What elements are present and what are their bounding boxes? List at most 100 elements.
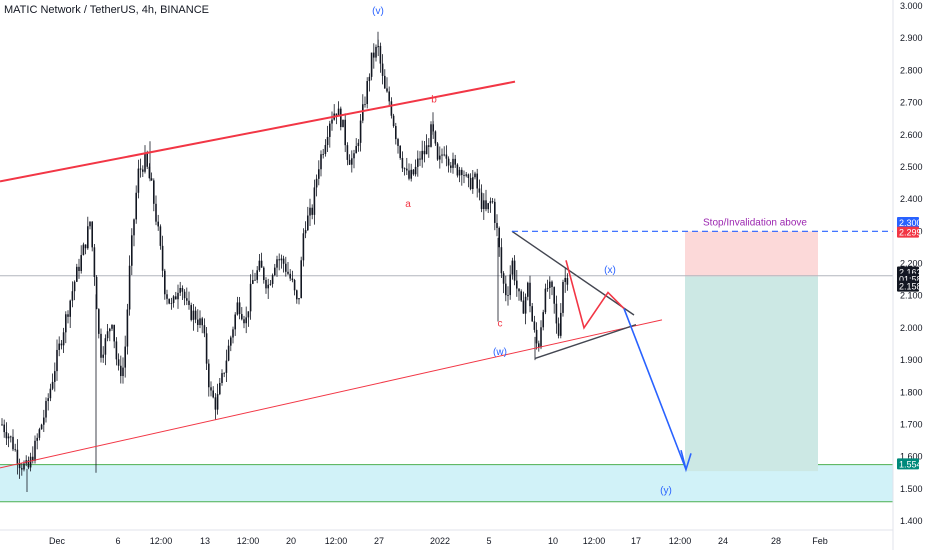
candle-body: [183, 291, 186, 299]
candle-body: [106, 331, 109, 339]
candle-body: [309, 207, 311, 216]
price-tick-label: 2.000: [900, 323, 923, 333]
candle-body: [293, 280, 296, 291]
candle-body: [56, 349, 58, 372]
time-tick-label: 17: [631, 536, 641, 546]
candle-body: [388, 91, 390, 102]
candle-body: [527, 282, 529, 297]
candle-body: [439, 155, 441, 160]
candle-body: [520, 291, 522, 301]
candle-body: [302, 233, 305, 261]
candle-body: [366, 81, 368, 105]
candle-body: [104, 338, 107, 355]
price-tag-label: 1.554: [899, 459, 922, 469]
candle-body: [128, 265, 131, 310]
candle-body: [549, 281, 551, 288]
candle-body: [461, 169, 463, 176]
candle-body: [155, 203, 157, 222]
candle-body: [197, 319, 199, 325]
triangle-lower-line: [534, 323, 637, 360]
candle-body: [263, 267, 265, 280]
candle-body: [10, 436, 12, 438]
candle-body: [370, 52, 373, 77]
candle-body: [21, 468, 23, 470]
candle-body: [84, 244, 87, 249]
candle-body: [274, 267, 276, 276]
candle-body: [71, 291, 74, 301]
candle-body: [177, 292, 179, 300]
candle-body: [346, 145, 349, 160]
candle-body: [161, 245, 164, 271]
candle-body: [238, 302, 241, 315]
time-tick-label: 27: [374, 536, 384, 546]
candle-body: [381, 63, 384, 76]
time-axis[interactable]: Dec 6 12:00 13 12:00 20 12:00 27 2022 5 10 12:00 17 1…: [0, 529, 893, 546]
candle-body: [329, 123, 331, 137]
candle-body: [513, 260, 516, 281]
time-tick-label: Dec: [49, 536, 66, 546]
candle-body: [168, 298, 170, 304]
price-tag-bg: [897, 226, 919, 238]
candle-body: [529, 282, 531, 307]
candle-body: [315, 178, 318, 188]
candle-body: [115, 341, 118, 360]
candle-body: [49, 388, 52, 399]
candle-body: [289, 273, 291, 279]
time-tick-label: 5: [486, 536, 491, 546]
candle-body: [489, 201, 492, 204]
price-tick-label: 2.600: [900, 130, 923, 140]
time-tick-label: 12:00: [237, 536, 260, 546]
time-tick-label: Feb: [812, 536, 828, 546]
candle-body: [480, 192, 483, 210]
candle-body: [535, 329, 538, 344]
candle-body: [190, 305, 192, 320]
candle-body: [109, 328, 111, 332]
candle-body: [524, 296, 527, 314]
time-tick-label: 2022: [430, 536, 450, 546]
price-tag-bg: [897, 458, 919, 470]
price-tag-bg: [897, 280, 919, 292]
candle-body: [522, 300, 525, 314]
channel-upper-line: [0, 80, 516, 183]
candle-body: [318, 169, 320, 179]
candle-body: [340, 108, 342, 128]
candle-body: [502, 273, 505, 284]
candle-body: [447, 158, 450, 166]
candle-body: [406, 168, 408, 171]
candle-body: [285, 263, 287, 272]
candle-body: [375, 46, 377, 58]
candle-body: [241, 314, 243, 320]
candle-body: [5, 432, 8, 439]
candle-body: [498, 227, 500, 248]
candle-body: [142, 169, 144, 172]
price-axis[interactable]: 3.000 2.900 2.800 2.700 2.600 2.500 2.400 2.300…: [892, 0, 923, 550]
candle-body: [467, 174, 470, 179]
candle-body: [500, 247, 503, 274]
candle-body: [54, 371, 56, 382]
candle-body: [144, 152, 146, 172]
projection-blue-path: [623, 308, 687, 470]
candle-body: [445, 154, 448, 159]
candle-body: [102, 354, 104, 358]
candle-body: [58, 343, 60, 350]
candle-body: [87, 226, 89, 249]
time-tick-label: 24: [718, 536, 728, 546]
candle-body: [216, 394, 219, 410]
candle-body: [546, 287, 549, 289]
candle-body: [441, 154, 443, 156]
candle-body: [265, 279, 267, 289]
candle-body: [337, 108, 340, 116]
candle-body: [296, 290, 298, 300]
candle-body: [564, 277, 566, 283]
price-tag-bg: [897, 216, 919, 228]
candle-body: [7, 436, 10, 439]
projection-red-path: [565, 260, 625, 330]
price-tick-label: 2.100: [900, 291, 923, 301]
candle-body: [507, 295, 509, 296]
candle-body: [313, 187, 316, 215]
candle-body: [456, 164, 459, 176]
candle-body: [45, 401, 47, 418]
candle-body: [544, 288, 547, 313]
candle-body: [221, 373, 223, 383]
